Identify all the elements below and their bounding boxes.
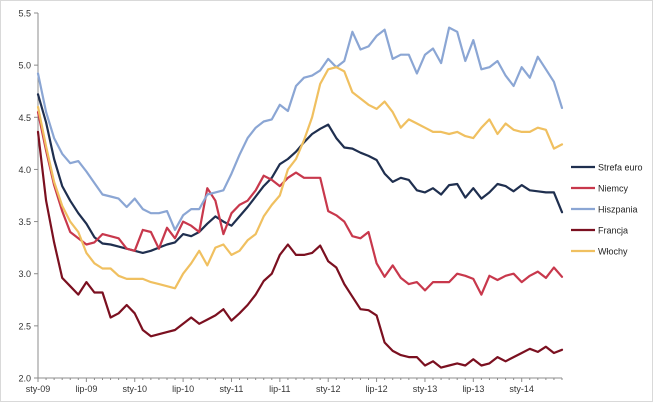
series-lines: [36, 26, 564, 369]
x-tick-label: sty-09: [26, 384, 51, 394]
y-tick-label: 4.0: [18, 165, 31, 175]
legend-label: Hiszpania: [598, 205, 638, 215]
series-line-3: [36, 130, 564, 369]
x-tick-label: lip-10: [172, 384, 194, 394]
legend-label: Włochy: [598, 247, 628, 257]
x-tick-label: lip-11: [269, 384, 290, 394]
x-tick-label: lip-13: [462, 384, 484, 394]
legend-label: Francja: [598, 226, 628, 236]
x-tick-label: sty-14: [509, 384, 534, 394]
y-tick-label: 3.0: [18, 269, 31, 279]
x-tick-label: lip-09: [75, 384, 97, 394]
x-tick-label: sty-11: [220, 384, 244, 394]
legend-label: Strefa euro: [598, 163, 643, 173]
series-line-2: [36, 26, 564, 231]
y-tick-label: 2.0: [18, 374, 31, 384]
x-tick-label: lip-12: [366, 384, 388, 394]
y-tick-label: 5.5: [18, 9, 31, 19]
legend: Strefa euro Niemcy Hiszpania Francja Włochy: [571, 163, 643, 257]
series-line-4: [36, 66, 564, 290]
series-line-1: [36, 110, 564, 296]
legend-label: Niemcy: [598, 184, 629, 194]
y-tick-label: 4.5: [18, 113, 31, 123]
axes: 2.0 2.5 3.0 3.5 4.0 4.5 5.0 5.5 sty-09 lip-09 sty-…: [18, 9, 563, 394]
y-tick-label: 2.5: [18, 321, 31, 331]
y-tick-label: 3.5: [18, 217, 31, 227]
x-tick-label: sty-10: [122, 384, 147, 394]
x-tick-label: sty-12: [316, 384, 341, 394]
series-line-0: [36, 93, 564, 254]
y-tick-label: 5.0: [18, 61, 31, 71]
x-tick-label: sty-13: [413, 384, 438, 394]
